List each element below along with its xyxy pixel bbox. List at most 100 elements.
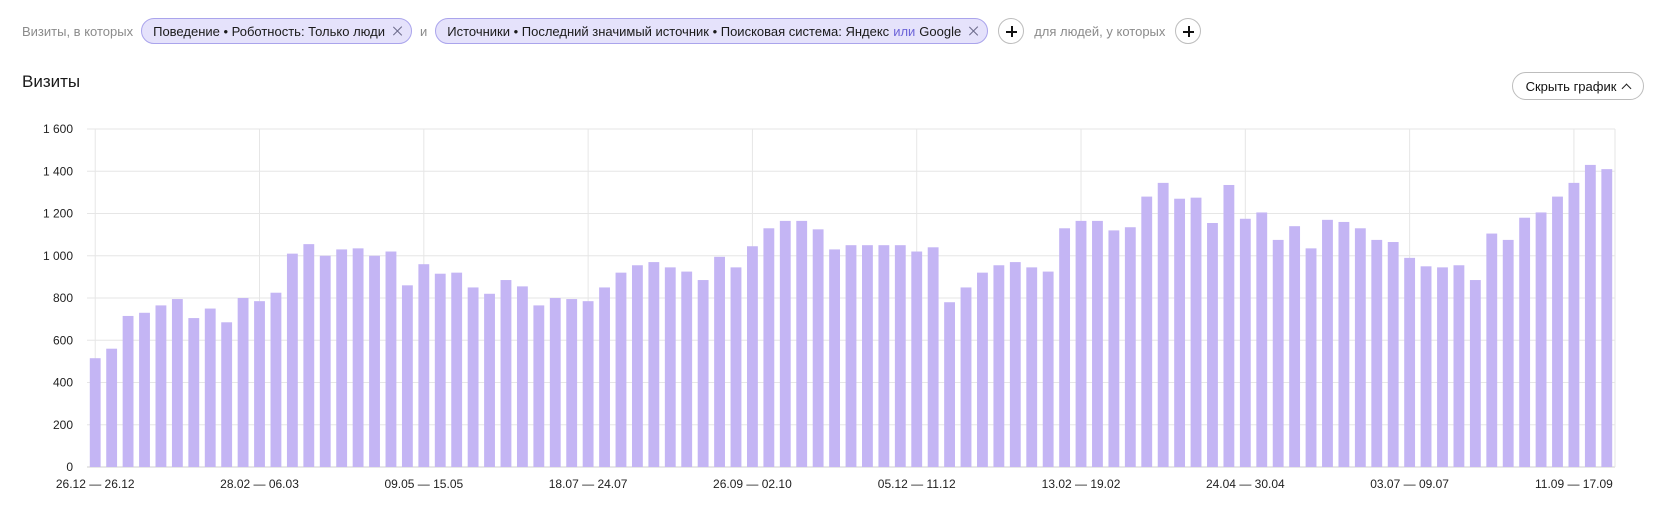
bar — [319, 255, 331, 467]
bar — [1239, 218, 1251, 467]
filter-prefix: Визиты, в которых — [22, 23, 134, 39]
close-icon[interactable] — [967, 24, 981, 38]
bar — [812, 229, 824, 467]
bar — [1305, 248, 1317, 467]
bar — [106, 348, 118, 467]
bar — [1157, 182, 1169, 467]
bar — [1453, 265, 1465, 467]
y-tick-label: 1 400 — [43, 164, 73, 178]
bar — [254, 301, 265, 467]
x-tick-label: 05.12 — 11.12 — [878, 477, 956, 491]
y-tick-label: 1 200 — [43, 207, 73, 221]
add-people-filter-button[interactable] — [1175, 18, 1202, 44]
bar — [894, 245, 906, 467]
bar — [418, 264, 430, 467]
bar — [960, 287, 972, 467]
x-tick-label: 28.02 — 06.03 — [220, 477, 299, 491]
y-tick-label: 600 — [53, 333, 73, 347]
x-tick-label: 11.09 — 17.09 — [1535, 477, 1613, 491]
filter-chip-search-engine[interactable]: Источники • Последний значимый источник … — [435, 18, 989, 44]
bar — [451, 272, 463, 467]
bar — [631, 265, 643, 467]
bar — [270, 292, 282, 467]
bar — [1338, 221, 1350, 467]
bar — [204, 308, 216, 467]
bar — [648, 262, 660, 467]
bar — [1469, 280, 1481, 467]
bar — [237, 298, 249, 467]
bar — [746, 246, 758, 467]
bar — [1437, 267, 1448, 467]
y-tick-label: 1 000 — [43, 249, 73, 263]
bar — [1584, 164, 1596, 467]
add-visit-filter-button[interactable] — [998, 18, 1025, 44]
bar — [1223, 184, 1235, 467]
bar — [155, 305, 167, 467]
bar — [89, 358, 101, 467]
bar-chart: 0 200 400 600 800 1 000 1 200 1 400 1 600 26.12 —… — [43, 122, 1616, 491]
bar — [1009, 262, 1021, 467]
bar — [122, 315, 134, 467]
bar — [615, 272, 627, 467]
bar — [1042, 271, 1054, 467]
bar — [1026, 267, 1038, 467]
bar — [1486, 233, 1498, 467]
bar — [763, 228, 775, 467]
bar — [730, 267, 742, 467]
y-tick-label: 400 — [53, 376, 73, 390]
bar — [714, 256, 725, 467]
bar — [171, 299, 183, 467]
bar — [401, 285, 413, 467]
bar — [1124, 227, 1136, 467]
bar — [582, 301, 594, 467]
bar — [681, 271, 693, 467]
hide-chart-label: Скрыть график — [1525, 78, 1617, 94]
bar — [878, 245, 890, 467]
bar — [1519, 217, 1531, 467]
y-tick-label: 0 — [66, 460, 73, 474]
bar — [286, 253, 298, 467]
bar — [1502, 239, 1514, 467]
bar — [549, 298, 561, 467]
bar — [533, 305, 545, 467]
filter-chip-or: или — [893, 23, 916, 39]
bar — [927, 247, 939, 467]
filter-chip-label: Поведение • Роботность: Только люди — [153, 23, 385, 39]
bar — [467, 287, 479, 467]
bar — [385, 251, 397, 467]
hide-chart-button[interactable]: Скрыть график — [1512, 72, 1644, 100]
x-tick-label: 18.07 — 24.07 — [549, 477, 628, 491]
bar — [944, 302, 956, 467]
bar — [1371, 239, 1383, 467]
bar — [845, 245, 857, 467]
bar — [188, 318, 200, 467]
bar — [139, 312, 150, 467]
close-icon[interactable] — [391, 24, 405, 38]
y-tick-label: 800 — [53, 291, 73, 305]
bar — [1354, 228, 1366, 467]
bar — [1568, 182, 1580, 467]
filter-bar: Визиты, в которых Поведение • Роботность… — [22, 16, 1211, 46]
bar — [221, 322, 233, 467]
bar — [829, 249, 840, 467]
bar — [1552, 196, 1563, 467]
bar — [862, 245, 873, 467]
bar — [484, 293, 495, 467]
bar — [1141, 196, 1153, 467]
filter-conjunction: и — [419, 23, 428, 39]
chevron-up-icon — [1621, 83, 1632, 93]
filter-chip-label-b: Google — [919, 23, 962, 39]
bar — [500, 280, 512, 467]
bar — [1075, 220, 1087, 467]
bar — [1092, 220, 1103, 467]
bar — [1059, 228, 1071, 467]
bar — [1387, 242, 1399, 467]
bar — [1190, 197, 1202, 467]
bar — [303, 244, 315, 467]
bar — [1207, 223, 1218, 467]
bar — [1272, 239, 1284, 467]
bar — [697, 280, 709, 467]
x-tick-label: 24.04 — 30.04 — [1206, 477, 1285, 491]
y-tick-label: 200 — [53, 418, 73, 432]
filter-chip-robotness[interactable]: Поведение • Роботность: Только люди — [141, 18, 412, 44]
